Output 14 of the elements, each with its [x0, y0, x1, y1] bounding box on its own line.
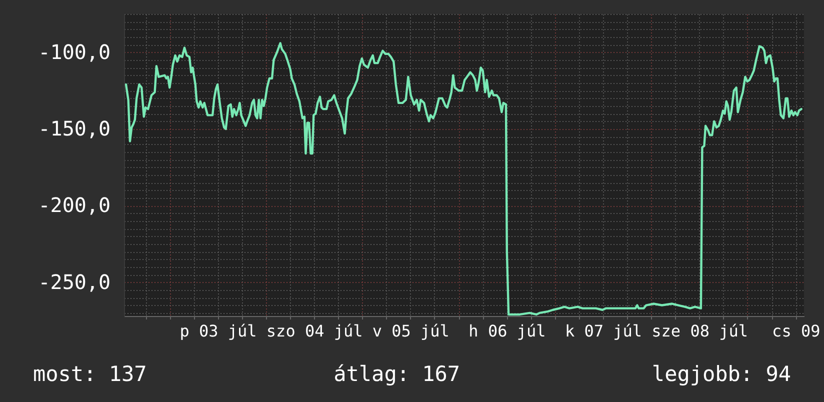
y-tick-label: -150,0 — [38, 116, 110, 140]
x-tick-label: cs 09 — [772, 322, 820, 340]
x-tick-label: h 06 júl — [468, 322, 546, 340]
text: legjobb: 94 — [652, 362, 791, 386]
x-tick-label: sze 08 júl — [652, 322, 748, 340]
text: most: 137 — [33, 362, 147, 386]
y-tick-label: -100,0 — [38, 40, 110, 64]
text: átlag: 167 — [334, 362, 460, 386]
y-tick-label: -250,0 — [38, 270, 110, 294]
x-tick-label: k 07 júl — [564, 322, 642, 340]
x-tick-label: szo 04 júl — [266, 322, 363, 340]
y-tick-label: -200,0 — [38, 193, 110, 218]
x-tick-label: p 03 júl — [180, 322, 257, 340]
x-tick-label: v 05 júl — [372, 322, 450, 340]
